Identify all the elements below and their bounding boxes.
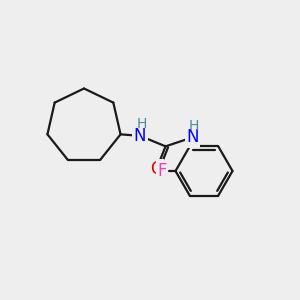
Text: N: N bbox=[134, 127, 146, 145]
Text: H: H bbox=[189, 119, 199, 133]
Text: N: N bbox=[186, 128, 199, 146]
Text: F: F bbox=[157, 162, 167, 180]
Text: H: H bbox=[136, 117, 147, 131]
Text: O: O bbox=[150, 160, 163, 178]
